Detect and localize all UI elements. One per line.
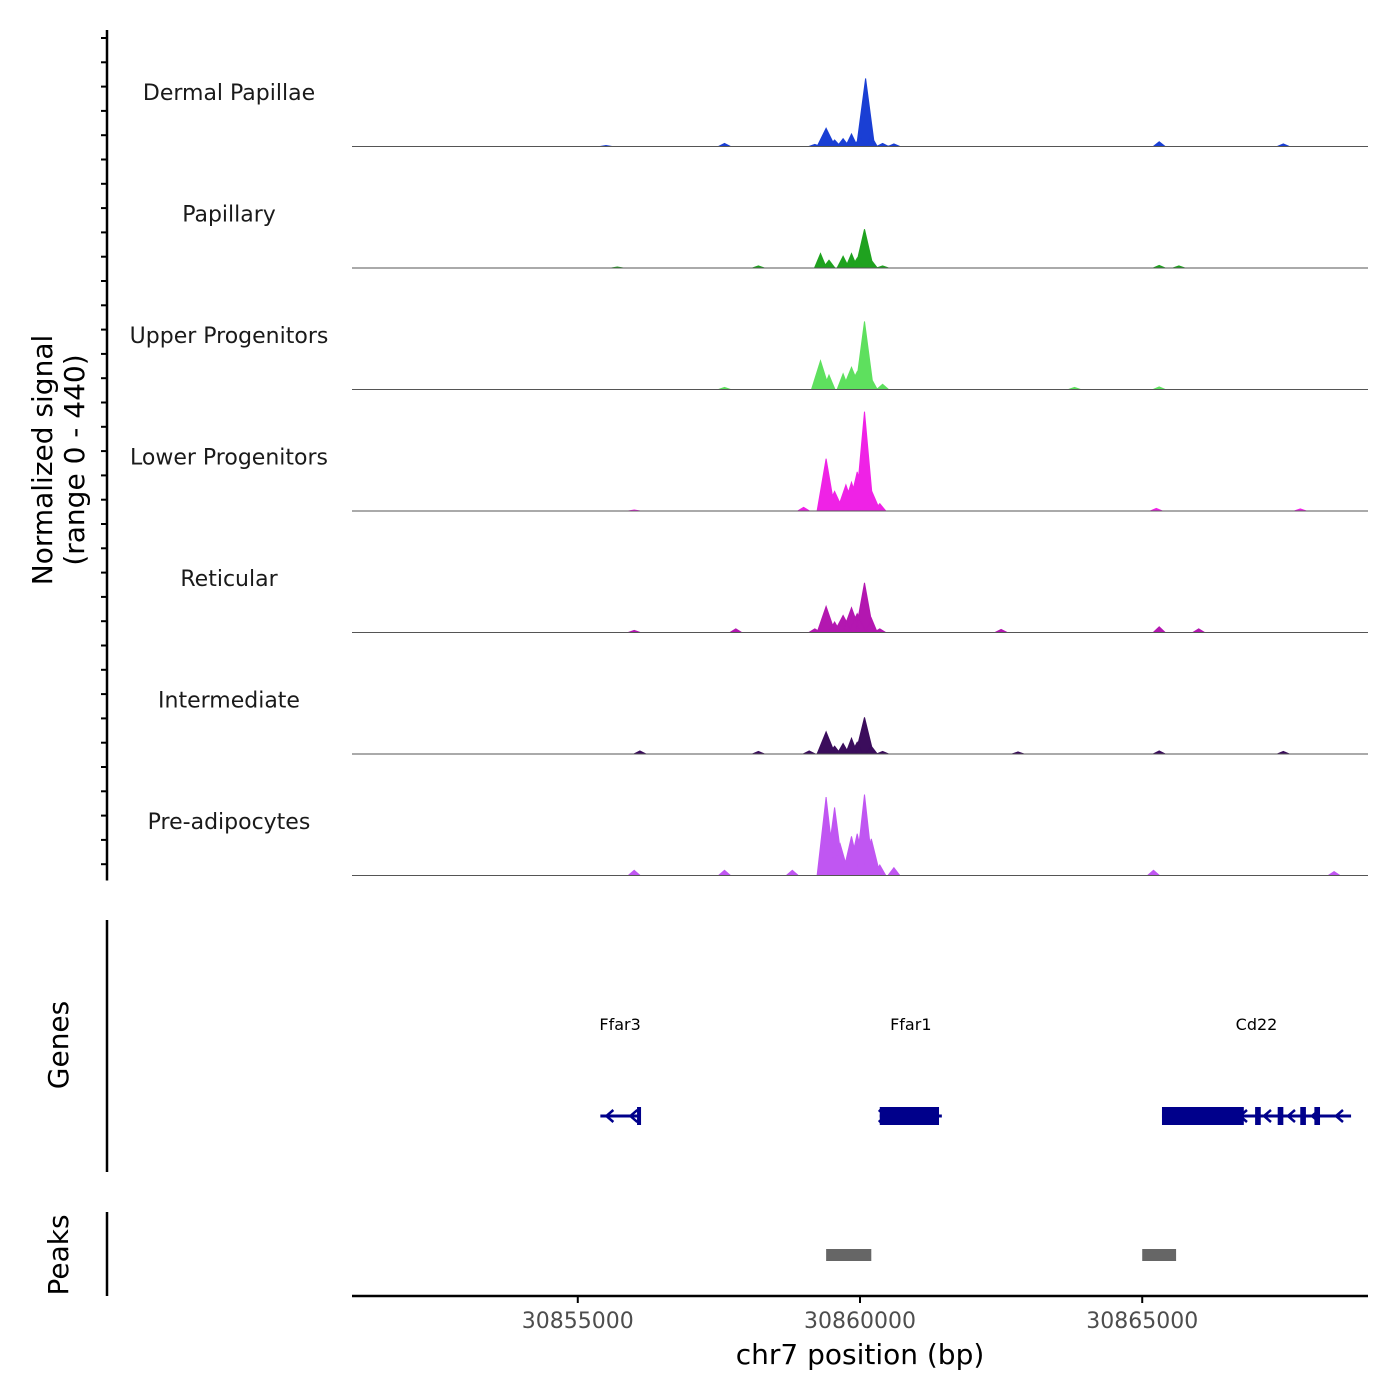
track-label: Reticular <box>180 567 278 592</box>
gene-label: Ffar1 <box>890 1015 931 1034</box>
track-label: Upper Progenitors <box>130 324 329 349</box>
track-label: Dermal Papillae <box>143 81 315 106</box>
gene: Ffar1 <box>877 1015 942 1125</box>
y-axis-title-line1: Normalized signal <box>26 335 59 586</box>
coverage-track: Lower Progenitors <box>130 411 1368 512</box>
coverage-area <box>352 411 1368 512</box>
coverage-area <box>352 582 1368 633</box>
gene-label: Ffar3 <box>599 1015 640 1034</box>
coverage-area <box>352 794 1368 876</box>
gene: Ffar3 <box>599 1015 642 1125</box>
track-label: Intermediate <box>158 689 300 714</box>
coverage-area <box>352 717 1368 755</box>
peaks-panel-label: Peaks <box>42 1214 75 1295</box>
coverage-track: Dermal Papillae <box>143 78 1368 147</box>
strand-arrow <box>877 1109 888 1123</box>
strand-arrow <box>1166 1109 1176 1123</box>
strand-arrow <box>628 1109 639 1123</box>
x-axis-title: chr7 position (bp) <box>736 1338 985 1371</box>
coverage-track: Upper Progenitors <box>130 321 1368 390</box>
gene-label: Cd22 <box>1236 1015 1278 1034</box>
coverage-area <box>352 321 1368 390</box>
strand-arrow <box>604 1109 615 1123</box>
coverage-track: Pre-adipocytes <box>148 794 1368 876</box>
coverage-track: Papillary <box>182 203 1368 269</box>
x-tick-label: 30865000 <box>1086 1309 1198 1334</box>
gene-exon <box>637 1107 642 1125</box>
strand-arrow <box>1310 1109 1320 1123</box>
strand-arrow <box>1190 1109 1200 1123</box>
gene-exon <box>1314 1107 1321 1125</box>
strand-arrow <box>1214 1109 1224 1123</box>
y-axis-title-line2: (range 0 - 440) <box>58 354 91 565</box>
coverage-area <box>352 78 1368 147</box>
track-label: Papillary <box>182 203 276 228</box>
coverage-tracks: Dermal Papillae Papillary Upper Progenitor… <box>130 78 1368 876</box>
strand-arrow <box>901 1109 912 1123</box>
peak-region <box>826 1249 872 1261</box>
gene-exon <box>1255 1107 1261 1125</box>
strand-arrow <box>1262 1109 1272 1123</box>
gene-exon <box>1300 1107 1306 1125</box>
gene-exon <box>1277 1107 1284 1125</box>
coverage-area <box>352 229 1368 269</box>
x-tick-label: 30860000 <box>804 1309 916 1334</box>
gene: Cd22 <box>1161 1015 1352 1125</box>
strand-arrow <box>1286 1109 1296 1123</box>
peak-region <box>1142 1249 1177 1261</box>
genes-track: Ffar3 Ffar1 Cd22 <box>599 1015 1352 1125</box>
coverage-track: Reticular <box>180 567 1368 633</box>
track-label: Lower Progenitors <box>130 446 328 471</box>
x-tick-label: 30855000 <box>522 1309 634 1334</box>
strand-arrow <box>1238 1109 1248 1123</box>
track-label: Pre-adipocytes <box>148 810 311 835</box>
coverage-track: Intermediate <box>158 689 1368 755</box>
peaks-track <box>826 1249 1177 1261</box>
genes-panel-label: Genes <box>42 1001 75 1089</box>
axes-layer: 30855000 30860000 30865000 <box>101 30 1368 1334</box>
strand-arrow <box>1334 1109 1344 1123</box>
gene-exon <box>1161 1107 1244 1125</box>
strand-arrow <box>925 1109 936 1123</box>
